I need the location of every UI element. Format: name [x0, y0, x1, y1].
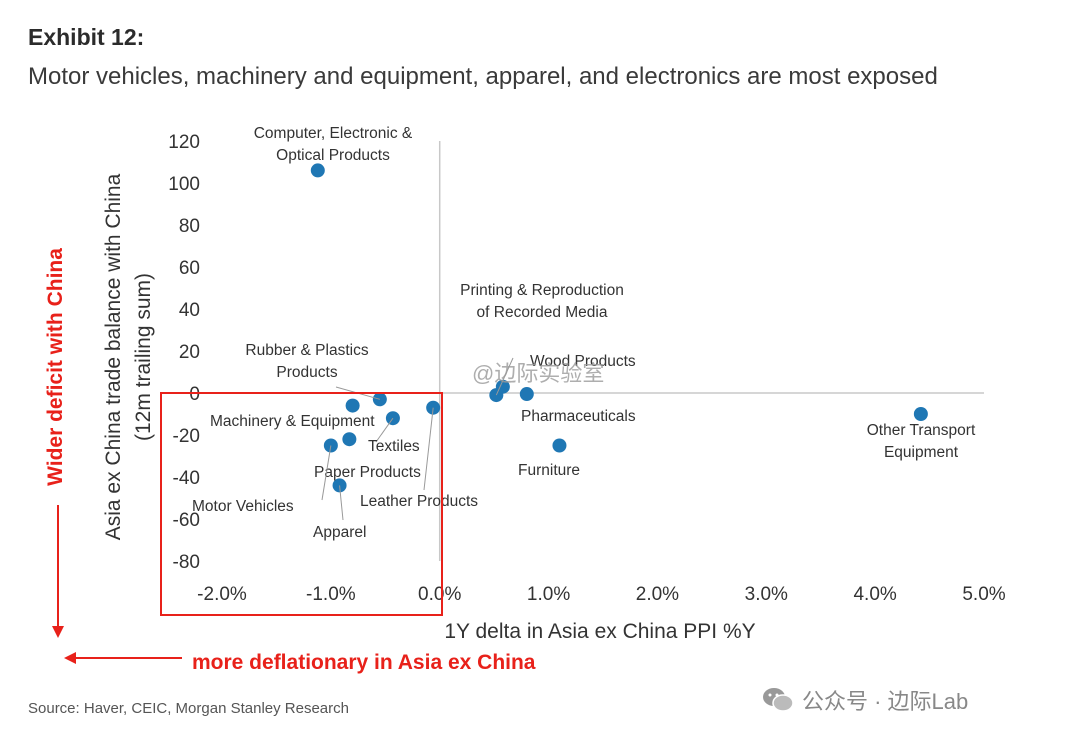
y-tick-label: 40 [179, 300, 200, 321]
label-leader-line [423, 407, 434, 491]
point-label: Other Transport Equipment [867, 422, 976, 461]
data-point [519, 387, 534, 402]
y-tick-label: 0 [189, 384, 200, 405]
y-axis-title: Asia ex China trade balance with China [102, 173, 125, 540]
x-tick-label: -1.0% [306, 584, 356, 605]
down-arrow-head [52, 626, 64, 638]
x-tick-label: 1.0% [527, 584, 570, 605]
point-label: Pharmaceuticals [521, 408, 636, 425]
point-label: Computer, Electronic & Optical Products [254, 125, 413, 164]
point-label: Leather Products [360, 493, 478, 510]
point-label: Wood Products [530, 353, 636, 370]
chart-subtitle: Motor vehicles, machinery and equipment,… [28, 63, 938, 90]
y-tick-label: -20 [173, 426, 200, 447]
deflationary-annotation: more deflationary in Asia ex China [192, 651, 536, 674]
data-point [310, 163, 325, 178]
data-point [913, 407, 928, 421]
y-tick-label: 60 [179, 258, 200, 279]
point-label: Printing & Reproduction of Recorded Media [460, 282, 624, 321]
data-point [495, 379, 510, 394]
source-note: Source: Haver, CEIC, Morgan Stanley Rese… [28, 700, 349, 717]
data-point [342, 432, 357, 447]
left-arrow-head [64, 652, 76, 664]
y-axis-subtitle: (12m trailing sum) [132, 273, 155, 441]
x-tick-label: 0.0% [418, 584, 461, 605]
data-point [552, 438, 567, 453]
y-tick-label: 120 [168, 132, 200, 153]
y-tick-label: -40 [173, 468, 200, 489]
y-tick-label: 100 [168, 174, 200, 195]
x-axis-title: 1Y delta in Asia ex China PPI %Y [444, 620, 755, 643]
y-tick-label: 20 [179, 342, 200, 363]
point-label: Rubber & Plastics Products [245, 342, 368, 381]
point-label: Textiles [368, 438, 420, 455]
point-label: Machinery & Equipment [210, 413, 375, 430]
point-label: Apparel [313, 524, 366, 541]
x-tick-label: -2.0% [197, 584, 247, 605]
exhibit-number: Exhibit 12: [28, 24, 145, 50]
label-leader-line [495, 357, 514, 396]
x-tick-label: 3.0% [745, 584, 788, 605]
wider-deficit-annotation: Wider deficit with China [44, 248, 67, 486]
label-leader-line [375, 417, 394, 443]
highlight-box [160, 392, 443, 616]
wechat-icon [763, 688, 794, 712]
x-tick-label: 5.0% [962, 584, 1005, 605]
point-label: Motor Vehicles [192, 498, 294, 515]
overlay-watermark: @边际实验室 [472, 361, 604, 386]
label-leader-line [321, 445, 332, 501]
y-tick-label: 80 [179, 216, 200, 237]
x-tick-label: 2.0% [636, 584, 679, 605]
label-leader-line [339, 485, 344, 521]
y-tick-label: -60 [173, 510, 200, 531]
x-tick-label: 4.0% [853, 584, 896, 605]
wechat-watermark: 公众号 · 边际Lab [762, 684, 968, 716]
point-label: Paper Products [314, 464, 421, 481]
data-point [345, 398, 360, 413]
point-label: Furniture [518, 462, 580, 479]
y-tick-label: -80 [173, 552, 200, 573]
watermark-text: 公众号 · 边际Lab [802, 689, 969, 714]
